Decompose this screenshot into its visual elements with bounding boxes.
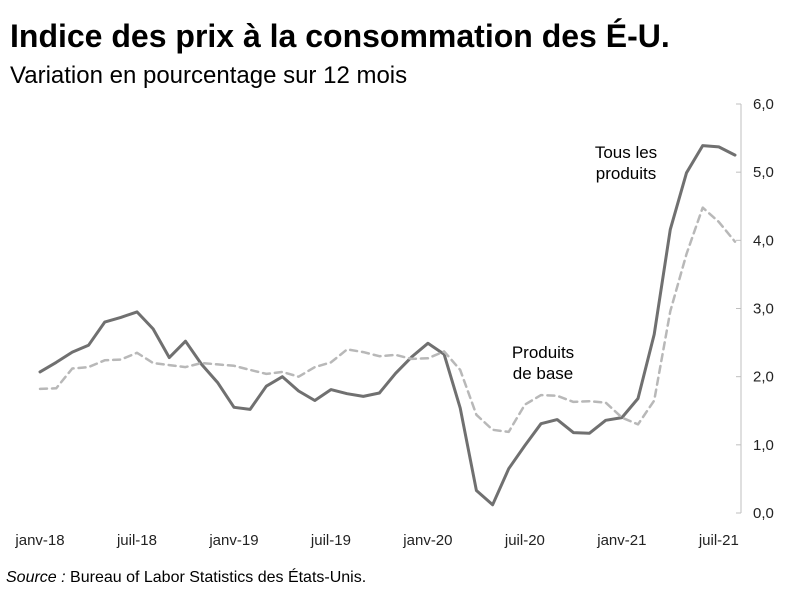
x-tick-label: juil-21 [698,532,739,549]
source-label: Source : [6,569,66,586]
x-tick-label: janv-18 [14,532,64,549]
series-line-produits-de-base [38,206,737,434]
annotation-label: Tous les [595,143,657,162]
x-axis: janv-18 juil-18 janv-19 juil-19 janv-20 juil-… [14,532,738,549]
series-line-tous-les-produits [38,144,737,507]
x-tick-label: juil-18 [116,532,157,549]
x-tick-label: janv-21 [596,532,646,549]
chart-title: Indice des prix à la consommation des É-… [10,18,670,54]
y-tick-label: 3,0 [753,301,774,318]
y-tick-label: 6,0 [753,96,774,113]
y-tick-label: 1,0 [753,437,774,454]
y-tick-label: 5,0 [753,164,774,181]
source-text: Bureau of Labor Statistics des États-Uni… [65,569,367,586]
annotation-label: de base [513,364,574,383]
x-tick-label: juil-20 [504,532,545,549]
y-axis: 0,0 1,0 2,0 3,0 4,0 5,0 6,0 [736,96,774,522]
x-tick-label: janv-19 [208,532,258,549]
y-tick-label: 2,0 [753,369,774,386]
y-tick-label: 4,0 [753,232,774,249]
annotation-label: produits [596,164,656,183]
x-tick-label: juil-19 [310,532,351,549]
y-tick-label: 0,0 [753,505,774,522]
x-tick-label: janv-20 [402,532,452,549]
annotations: Tous les produits Produits de base [512,143,657,383]
series-lines [38,144,737,507]
source-note: Source : Bureau of Labor Statistics des … [6,568,366,588]
annotation-label: Produits [512,343,574,362]
chart-subtitle: Variation en pourcentage sur 12 mois [10,62,408,89]
